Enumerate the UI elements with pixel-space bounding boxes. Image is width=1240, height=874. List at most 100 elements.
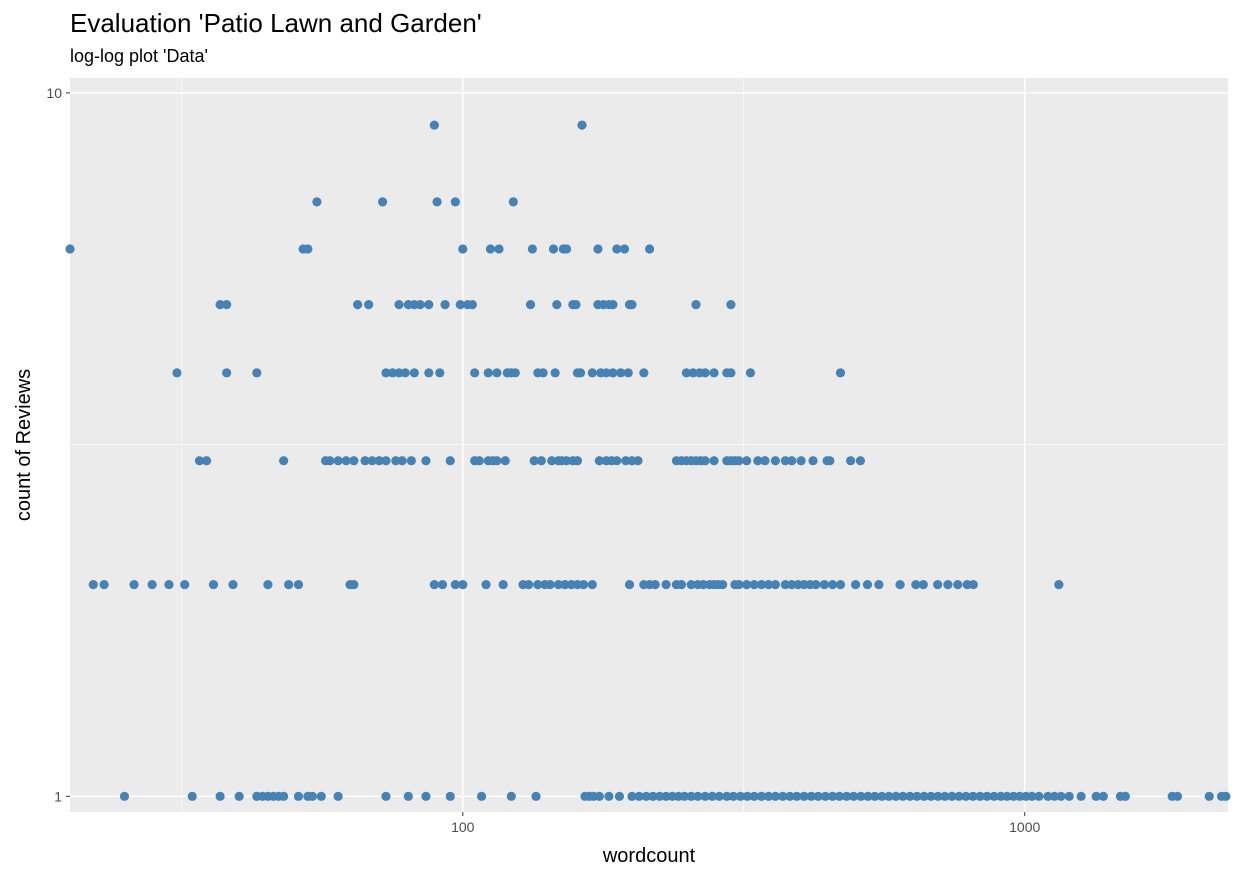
data-point	[835, 579, 846, 590]
data-point	[429, 120, 439, 130]
data-point	[481, 579, 491, 590]
data-point	[753, 456, 763, 466]
data-point	[698, 579, 708, 590]
data-point	[846, 456, 856, 466]
y-axis: 1 10	[46, 85, 70, 804]
data-point	[834, 791, 845, 801]
data-point	[827, 579, 838, 590]
data-point	[655, 791, 665, 801]
data-point	[734, 579, 744, 590]
data-point	[424, 368, 434, 378]
data-point	[415, 300, 425, 310]
data-point	[644, 244, 655, 254]
data-point	[561, 456, 572, 466]
data-point	[785, 791, 795, 801]
data-point	[222, 368, 232, 378]
data-point	[450, 579, 460, 590]
data-point	[686, 791, 696, 801]
data-point	[745, 368, 756, 378]
data-point	[593, 244, 603, 254]
data-point	[614, 791, 625, 801]
data-point	[594, 791, 604, 801]
data-point	[437, 579, 448, 590]
data-point	[612, 456, 622, 466]
data-point	[827, 791, 838, 801]
plot-panel	[70, 78, 1228, 812]
data-point	[252, 368, 262, 378]
data-point	[316, 791, 326, 801]
data-point	[99, 579, 109, 590]
data-point	[494, 244, 504, 254]
data-point	[849, 791, 859, 801]
data-point	[763, 579, 774, 590]
data-point	[863, 791, 873, 801]
data-point	[538, 368, 548, 378]
data-point	[381, 791, 391, 801]
data-point	[975, 791, 985, 801]
data-point	[850, 579, 861, 590]
data-point	[387, 368, 398, 378]
data-point	[700, 456, 710, 466]
data-point	[208, 579, 219, 590]
data-point	[547, 456, 557, 466]
data-point	[572, 456, 583, 466]
data-point	[808, 456, 818, 466]
data-point	[989, 791, 999, 801]
data-point	[578, 579, 589, 590]
data-point	[553, 579, 564, 590]
data-point	[312, 197, 322, 207]
data-point	[129, 579, 139, 590]
data-point	[485, 244, 496, 254]
data-point	[65, 244, 75, 254]
data-point	[307, 791, 318, 801]
data-point	[722, 791, 732, 801]
data-point	[1204, 791, 1214, 801]
data-point	[180, 579, 190, 590]
data-point	[587, 579, 597, 590]
x-tick-label: 100	[451, 819, 475, 835]
data-point	[529, 456, 539, 466]
data-point	[918, 579, 928, 590]
data-point	[341, 456, 351, 466]
data-point	[954, 791, 964, 801]
data-point	[531, 791, 541, 801]
data-point	[470, 368, 480, 378]
data-point	[527, 244, 537, 254]
data-point	[525, 300, 536, 310]
data-point	[445, 791, 455, 801]
data-point	[1098, 791, 1108, 801]
data-point	[608, 300, 618, 310]
data-point	[510, 368, 520, 378]
data-point	[492, 456, 502, 466]
data-point	[700, 368, 710, 378]
data-point	[947, 791, 957, 801]
data-point	[709, 368, 719, 378]
data-point	[1091, 791, 1101, 801]
data-point	[187, 791, 197, 801]
y-tick-label: 1	[54, 788, 62, 804]
data-point	[933, 791, 943, 801]
data-point	[349, 579, 359, 590]
data-point	[164, 579, 174, 590]
data-point	[749, 791, 759, 801]
data-point	[506, 791, 516, 801]
data-point	[819, 579, 829, 590]
data-point	[424, 300, 434, 310]
data-point	[435, 368, 445, 378]
data-point	[432, 197, 442, 207]
data-point	[749, 579, 759, 590]
data-point	[693, 791, 703, 801]
data-point	[926, 791, 936, 801]
data-point	[912, 791, 922, 801]
data-point	[458, 244, 468, 254]
data-point	[770, 456, 780, 466]
data-point	[119, 791, 130, 801]
data-point	[467, 300, 477, 310]
data-point	[349, 456, 359, 466]
data-point	[792, 791, 802, 801]
data-point	[172, 368, 182, 378]
data-point	[898, 791, 908, 801]
data-point	[726, 368, 736, 378]
data-point	[718, 579, 728, 590]
data-point	[364, 300, 374, 310]
